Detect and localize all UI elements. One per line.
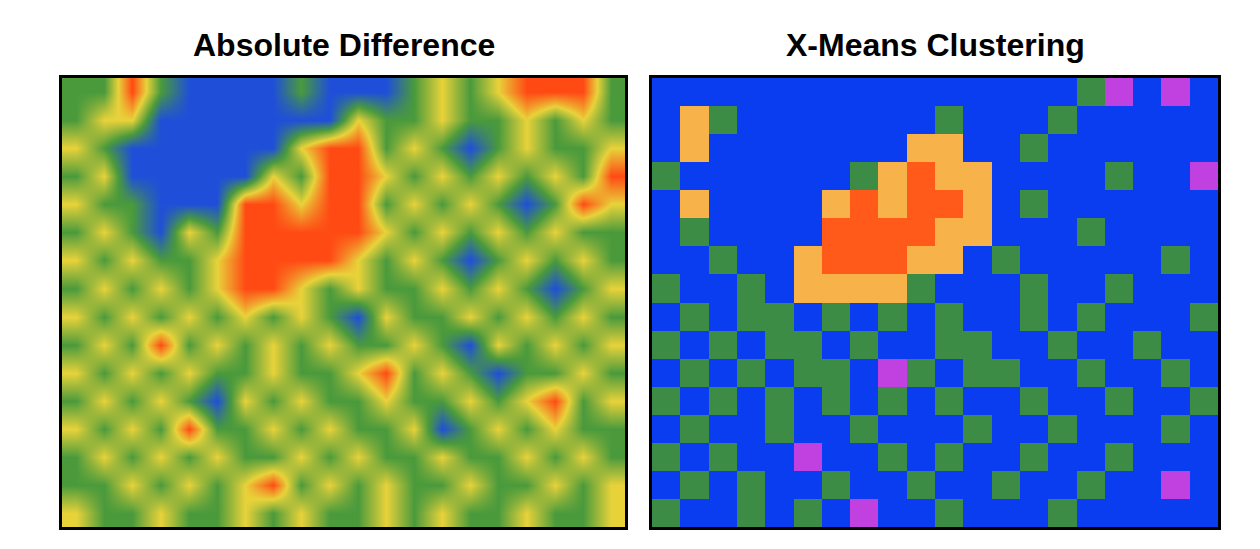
svg-text:X-Means Clustering: X-Means Clustering: [786, 27, 1085, 63]
svg-text:Absolute Difference: Absolute Difference: [193, 27, 495, 63]
